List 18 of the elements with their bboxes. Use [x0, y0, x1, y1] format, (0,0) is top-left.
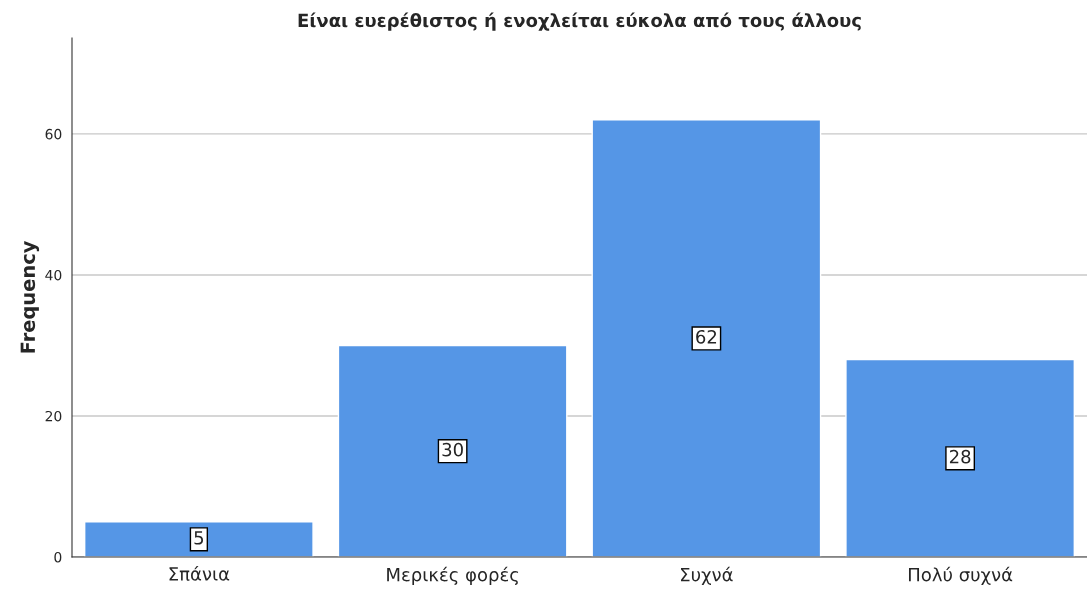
bar: [337, 344, 568, 557]
data-label: 28: [949, 449, 971, 464]
x-tick-label: Συχνά: [681, 566, 733, 585]
bar: [591, 119, 822, 557]
chart-title: Είναι ευερέθιστος ή ενοχλείται εύκολα από τους άλλους: [298, 12, 861, 31]
data-label: 5: [194, 531, 204, 545]
y-axis-title: Frequency: [20, 240, 40, 353]
y-tick-label: 40: [45, 269, 62, 281]
y-tick-label: 0: [54, 551, 62, 563]
data-label: 30: [442, 442, 463, 457]
bar: [845, 358, 1076, 557]
y-tick-label: 60: [45, 128, 62, 140]
data-label: 62: [696, 329, 717, 344]
x-tick-label: Μερικές φορές: [387, 566, 519, 585]
x-tick-label: Σπάνια: [169, 566, 230, 581]
bar: [83, 521, 314, 557]
y-tick-label: 20: [45, 410, 62, 422]
x-tick-label: Πολύ συχνά: [908, 566, 1013, 585]
